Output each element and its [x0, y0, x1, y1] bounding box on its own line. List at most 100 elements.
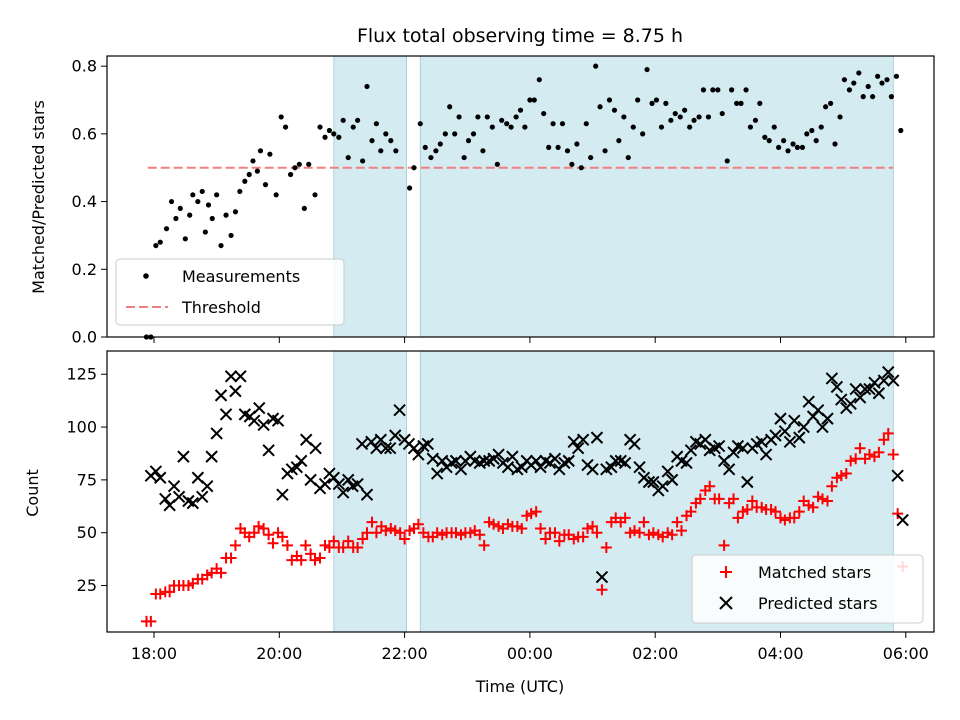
- matched-star-point: [816, 493, 828, 505]
- measurement-point: [790, 141, 796, 147]
- top-shaded-interval-0: [333, 55, 407, 338]
- matched-star-point: [530, 506, 542, 518]
- predicted-star-point: [586, 463, 599, 476]
- matched-star-point: [540, 533, 552, 545]
- measurement-point: [856, 70, 862, 76]
- predicted-star-point: [793, 431, 806, 444]
- measurement-point: [202, 229, 208, 235]
- matched-star-point: [337, 541, 349, 553]
- predicted-star-point: [722, 463, 736, 476]
- matched-star-point: [647, 527, 659, 539]
- measurement-point: [527, 97, 533, 103]
- matched-star-point: [314, 552, 326, 564]
- measurement-point: [715, 87, 721, 93]
- predicted-star-point: [224, 370, 238, 383]
- matched-star-point: [821, 495, 833, 507]
- predicted-star-point: [529, 454, 543, 468]
- matched-star-point: [328, 535, 340, 547]
- measurement-point: [559, 121, 566, 127]
- bottom-y-axis-label: Count: [23, 469, 42, 517]
- measurement-point: [480, 148, 486, 154]
- predicted-star-point: [355, 437, 369, 451]
- measurement-point: [630, 124, 636, 130]
- measurement-point: [199, 188, 205, 195]
- predicted-star-point: [609, 454, 622, 468]
- top-y-axis-label: Matched/Predicted stars: [29, 100, 48, 294]
- matched-star-point: [516, 522, 528, 534]
- predicted-star-point: [506, 450, 519, 463]
- matched-star-point: [634, 527, 646, 539]
- matched-star-point: [807, 501, 819, 513]
- bottom-y-tick-label: 100: [66, 418, 97, 437]
- predicted-star-point: [868, 376, 881, 389]
- matched-star-point: [323, 541, 335, 553]
- measurement-point: [738, 100, 744, 106]
- top-y-ticks: 0.0 0.2 0.4 0.6 0.8: [72, 57, 107, 347]
- matched-star-point: [840, 468, 852, 480]
- measurement-point: [569, 161, 575, 167]
- measurement-point: [832, 141, 838, 147]
- matched-star-point: [671, 516, 683, 528]
- measurement-point: [475, 114, 481, 120]
- matched-star-point: [788, 512, 800, 524]
- bottom-y-tick-label: 125: [66, 365, 97, 384]
- matched-star-point: [793, 506, 805, 518]
- matched-star-point: [746, 495, 758, 507]
- measurement-point: [345, 154, 351, 161]
- matched-star-point: [357, 533, 369, 545]
- measurement-point: [522, 124, 528, 130]
- predicted-star-point: [186, 496, 200, 510]
- predicted-star-point: [219, 408, 233, 421]
- top-y-tick-label: 0.0: [72, 328, 97, 347]
- measurement-point: [195, 198, 201, 205]
- predicted-star-point: [633, 460, 646, 474]
- measurement-point: [254, 168, 260, 174]
- predicted-star-point: [435, 454, 449, 468]
- measurement-point: [776, 144, 782, 151]
- measurement-point: [719, 110, 725, 117]
- predicted-star-point: [576, 433, 590, 446]
- measurement-point: [312, 192, 318, 198]
- predicted-star-point: [421, 437, 434, 451]
- predicted-star-point: [872, 387, 886, 400]
- x-axis-label: Time (UTC): [475, 677, 564, 696]
- predicted-star-point: [727, 446, 740, 459]
- predicted-star-point: [234, 370, 247, 383]
- measurement-point: [326, 127, 333, 134]
- measurement-point: [729, 87, 735, 93]
- matched-star-point: [342, 535, 354, 547]
- predicted-star-point: [454, 463, 468, 476]
- measurement-point: [747, 124, 754, 130]
- predicted-star-point: [656, 480, 669, 493]
- matched-star-point: [229, 539, 241, 551]
- predicted-star-point: [759, 448, 773, 461]
- measurement-point: [246, 171, 252, 178]
- predicted-star-point: [882, 365, 895, 379]
- measurement-point: [672, 110, 678, 117]
- bottom-y-ticks: 25 50 75 100 125: [66, 365, 107, 595]
- legend-matched-label: Matched stars: [758, 563, 871, 582]
- measurement-point: [447, 104, 453, 110]
- top-panel: 0.00.20.40.60.8 Matched/Predicted stars …: [29, 55, 935, 347]
- measurement-point: [879, 80, 885, 86]
- matched-star-point: [450, 527, 462, 539]
- matched-star-point: [685, 506, 697, 518]
- x-tick-label: 04:00: [757, 644, 803, 663]
- predicted-star-point: [605, 460, 618, 474]
- predicted-star-point: [830, 380, 844, 394]
- predicted-star-point: [412, 448, 425, 461]
- matched-star-point: [535, 522, 547, 534]
- measurement-point: [752, 117, 759, 123]
- measurement-point: [331, 131, 337, 137]
- predicted-star-point: [618, 456, 632, 470]
- measurement-point: [860, 94, 866, 100]
- predicted-star-point: [501, 460, 515, 474]
- x-tick-label: 22:00: [382, 644, 428, 663]
- predicted-star-point: [332, 477, 346, 491]
- matched-star-point: [845, 455, 857, 467]
- predicted-star-point: [680, 456, 693, 470]
- predicted-star-point: [379, 441, 393, 455]
- measurement-point: [437, 141, 443, 147]
- measurement-point: [799, 144, 806, 151]
- predicted-star-point: [595, 570, 609, 584]
